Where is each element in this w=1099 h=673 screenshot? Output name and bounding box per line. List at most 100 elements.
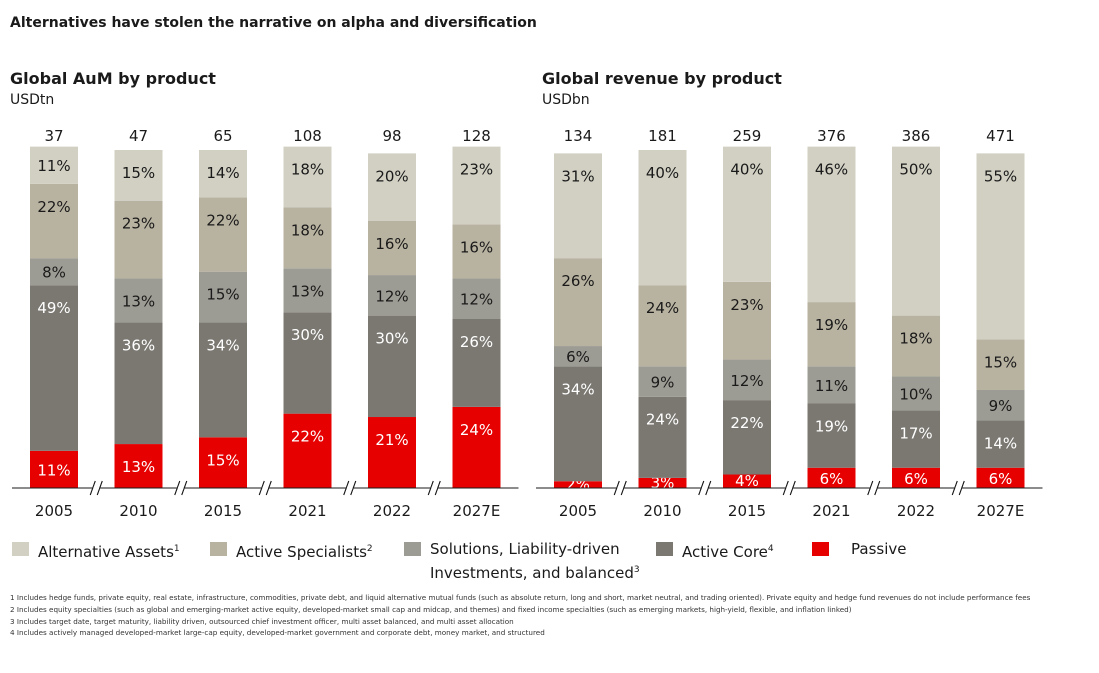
category-label: 2005	[559, 502, 597, 520]
data-label: 24%	[460, 421, 493, 439]
total-label: 134	[564, 127, 593, 145]
bar-segment-alternative-assets	[368, 153, 416, 221]
bar-segment-active-specialists	[723, 281, 771, 360]
headline: Alternatives have stolen the narrative o…	[10, 15, 537, 31]
bar-segment-solutions	[554, 346, 602, 367]
data-label: 14%	[984, 434, 1017, 452]
bar-segment-passive	[892, 467, 940, 488]
bar-segment-alternative-assets	[807, 146, 856, 303]
data-label: 26%	[561, 272, 594, 290]
category-label: 2005	[35, 502, 73, 520]
bar-segment-solutions	[723, 359, 771, 401]
bar-segment-alternative-assets	[114, 150, 163, 201]
data-label: 22%	[291, 428, 324, 446]
total-label: 128	[462, 127, 491, 145]
bar-segment-active-specialists	[892, 315, 940, 377]
data-label: 49%	[37, 299, 70, 317]
bar-segment-solutions	[807, 366, 856, 404]
aum-chart-title: Global AuM by product	[10, 69, 216, 88]
legend-swatch	[404, 542, 421, 556]
bar-segment-active-specialists	[30, 183, 78, 259]
bar-segment-active-specialists	[976, 339, 1025, 390]
bar-segment-passive	[114, 444, 163, 488]
bar-segment-active-core	[368, 315, 416, 418]
category-label: 2010	[119, 502, 157, 520]
data-label: 14%	[206, 164, 239, 182]
data-label: 30%	[291, 326, 324, 344]
bar-segment-active-core	[199, 322, 247, 438]
bar-segment-active-specialists	[368, 220, 416, 276]
footnote-1: 1 Includes hedge funds, private equity, …	[10, 593, 1031, 602]
total-label: 98	[382, 127, 401, 145]
data-label: 16%	[460, 238, 493, 256]
bar-segment-alternative-assets	[30, 146, 78, 184]
legend-label: Solutions, Liability-driven	[430, 540, 620, 558]
data-label: 22%	[37, 198, 70, 216]
data-label: 6%	[820, 470, 844, 488]
bar-segment-passive	[30, 450, 78, 488]
data-label: 19%	[815, 418, 848, 436]
data-label: 18%	[899, 330, 932, 348]
data-label: 26%	[460, 333, 493, 351]
bar-segment-passive	[976, 467, 1025, 488]
data-label: 3%	[651, 474, 675, 492]
data-label: 12%	[460, 291, 493, 309]
category-label: 2015	[204, 502, 242, 520]
bar-segment-active-specialists	[199, 197, 247, 272]
legend-label: Active Core	[682, 543, 768, 561]
data-label: 23%	[122, 215, 155, 233]
data-label: 15%	[984, 353, 1017, 371]
category-label: 2022	[373, 502, 411, 520]
bar-segment-solutions	[283, 268, 332, 313]
data-label: 20%	[375, 167, 408, 185]
legend-label: Alternative Assets	[38, 543, 174, 561]
legend-sup: 4	[767, 544, 774, 554]
bar-segment-active-core	[283, 312, 332, 414]
bar-segment-alternative-assets	[554, 153, 602, 259]
legend-item-alternative-assets: Alternative Assets1	[12, 539, 180, 563]
legend-label-line2: Investments, and balanced	[430, 564, 634, 582]
data-label: 40%	[646, 164, 679, 182]
category-label: 2022	[897, 502, 935, 520]
bar-segment-alternative-assets	[638, 150, 687, 286]
data-label: 9%	[651, 374, 675, 392]
data-label: 6%	[566, 348, 590, 366]
data-label: 11%	[37, 157, 70, 175]
bar-segment-active-core	[114, 322, 163, 445]
legend-swatch	[812, 542, 829, 556]
bar-segment-solutions	[638, 366, 687, 397]
data-label: 34%	[206, 336, 239, 354]
bar-segment-passive	[638, 477, 687, 488]
bar-segment-active-core	[638, 396, 687, 478]
legend-sup: 3	[633, 565, 640, 575]
bar-segment-alternative-assets	[283, 146, 332, 208]
total-label: 259	[733, 127, 762, 145]
data-label: 11%	[815, 377, 848, 395]
total-label: 181	[648, 127, 677, 145]
bar-segment-passive	[452, 406, 501, 488]
total-label: 65	[213, 127, 232, 145]
data-label: 13%	[291, 282, 324, 300]
data-label: 23%	[460, 161, 493, 179]
bar-segment-active-specialists	[807, 302, 856, 367]
data-label: 15%	[206, 286, 239, 304]
bar-segment-active-specialists	[452, 224, 501, 279]
legend-label: Passive	[851, 540, 907, 558]
aum-chart-unit: USDtn	[10, 92, 55, 108]
data-label: 13%	[122, 292, 155, 310]
data-label: 9%	[989, 397, 1013, 415]
bar-segment-solutions	[114, 278, 163, 323]
data-label: 36%	[122, 336, 155, 354]
data-label: 31%	[561, 167, 594, 185]
data-label: 15%	[122, 164, 155, 182]
category-label: 2027E	[453, 502, 501, 520]
bar-segment-solutions	[368, 275, 416, 316]
bar-segment-alternative-assets	[452, 146, 501, 225]
data-label: 18%	[291, 221, 324, 239]
data-label: 13%	[122, 458, 155, 476]
legend-item-active-specialists: Active Specialists2	[210, 539, 373, 563]
data-label: 23%	[730, 296, 763, 314]
data-label: 15%	[206, 451, 239, 469]
data-label: 24%	[646, 299, 679, 317]
legend-sup: 2	[366, 544, 373, 554]
